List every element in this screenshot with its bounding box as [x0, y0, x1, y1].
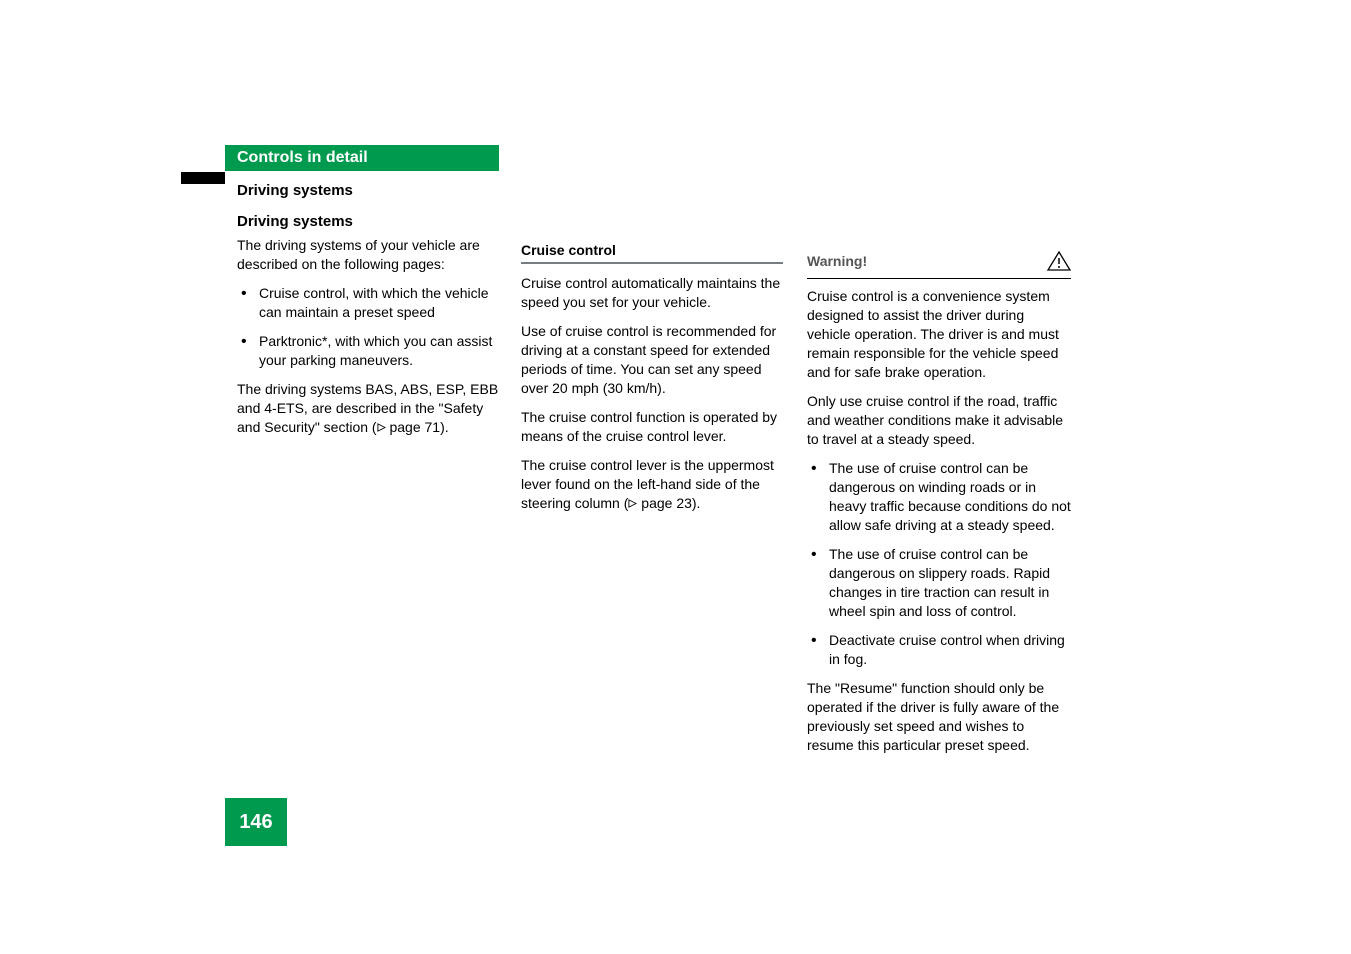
xref-triangle-icon: [377, 418, 386, 437]
column-1: The driving systems of your vehicle are …: [237, 236, 499, 447]
page-number-band: 146: [225, 798, 287, 846]
list-item: The use of cruise control can be dangero…: [807, 545, 1071, 621]
warning-title: Warning!: [807, 252, 867, 271]
list-item: Parktronic*, with which you can assist y…: [237, 332, 499, 370]
heading-rule: [521, 262, 783, 264]
intro-bullet-list: Cruise control, with which the vehicle c…: [237, 284, 499, 370]
page-number: 146: [239, 811, 272, 833]
intro-paragraph: The driving systems of your vehicle are …: [237, 236, 499, 274]
column-2: Cruise control Cruise control automatica…: [521, 241, 783, 523]
warning-triangle-icon: [1047, 251, 1071, 271]
document-page: Controls in detail Driving systems Drivi…: [0, 0, 1351, 954]
list-item: Cruise control, with which the vehicle c…: [237, 284, 499, 322]
warning-header: Warning!: [807, 250, 1071, 272]
cruise-control-heading: Cruise control: [521, 241, 783, 260]
p4-suffix: ).: [692, 495, 701, 511]
column-3-warning: Warning! Cruise control is a convenience…: [807, 250, 1071, 765]
body-paragraph: Use of cruise control is recommended for…: [521, 322, 783, 398]
body-paragraph: The cruise control lever is the uppermos…: [521, 456, 783, 513]
after-text-suffix: ).: [440, 419, 449, 435]
xref-triangle-icon: [628, 494, 637, 513]
after-text-prefix: The driving systems BAS, ABS, ESP, EBB a…: [237, 381, 498, 435]
list-item: Deactivate cruise control when driving i…: [807, 631, 1071, 669]
chapter-band: Controls in detail: [225, 145, 499, 171]
warning-paragraph: Cruise control is a convenience system d…: [807, 287, 1071, 382]
xref-page-label: page 23: [641, 495, 692, 511]
list-item: The use of cruise control can be dangero…: [807, 459, 1071, 535]
warning-paragraph: Only use cruise control if the road, tra…: [807, 392, 1071, 449]
warning-bullet-list: The use of cruise control can be dangero…: [807, 459, 1071, 669]
body-paragraph: Cruise control automatically maintains t…: [521, 274, 783, 312]
section-subtitle: Driving systems: [237, 182, 353, 199]
after-paragraph: The driving systems BAS, ABS, ESP, EBB a…: [237, 380, 499, 437]
xref-page-label: page 71: [389, 419, 440, 435]
h2-title: Driving systems: [237, 213, 353, 230]
body-paragraph: The cruise control function is operated …: [521, 408, 783, 446]
warning-paragraph: The "Resume" function should only be ope…: [807, 679, 1071, 755]
warning-rule: [807, 278, 1071, 279]
chapter-title: Controls in detail: [237, 149, 368, 166]
thumb-index-mark: [181, 172, 225, 184]
